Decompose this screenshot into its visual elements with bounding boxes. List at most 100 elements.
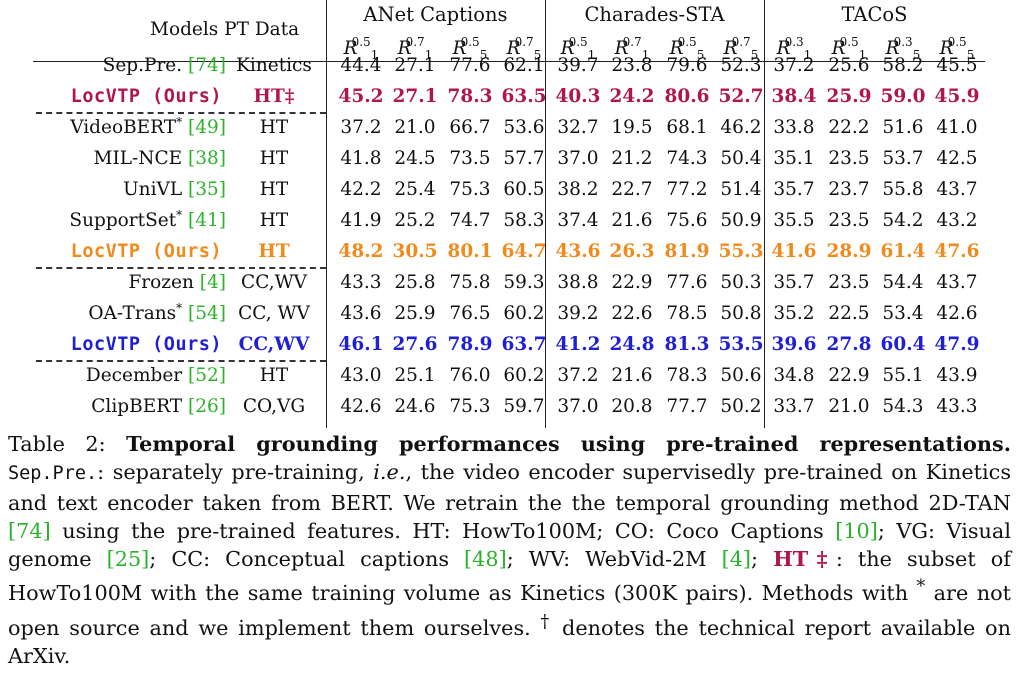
value-cell: 50.2: [720, 396, 762, 417]
value-cell: 50.9: [720, 210, 762, 231]
caption-ie: i.e.: [373, 460, 406, 485]
table-vrule-0: [326, 0, 328, 428]
value-cell: 77.2: [666, 179, 708, 200]
value-cell: 76.5: [449, 303, 491, 324]
metric-header: R0.51: [560, 35, 596, 62]
citation-link[interactable]: [26]: [182, 396, 226, 417]
model-label: SupportSet: [69, 210, 177, 231]
header-models: Models PT Data: [150, 19, 300, 40]
caption-text-4: ; VG: Visual genome: [8, 518, 1011, 572]
value-cell: 48.2: [338, 241, 384, 262]
metric-header: R0.55: [452, 35, 488, 62]
model-name: OA-Trans* [54]: [10, 302, 226, 325]
pt-data: CC, WV: [238, 303, 310, 324]
caption-text-3: using the pre-trained features. HT: HowT…: [62, 518, 824, 543]
value-cell: 50.4: [720, 148, 762, 169]
citation-link[interactable]: [74]: [182, 55, 226, 76]
caption-cite-4[interactable]: [4]: [721, 547, 752, 572]
value-cell: 21.2: [611, 148, 653, 169]
value-cell: 45.5: [936, 55, 978, 76]
value-cell: 33.7: [773, 396, 815, 417]
citation-link[interactable]: [38]: [182, 148, 226, 169]
value-cell: 22.6: [611, 303, 653, 324]
citation-link[interactable]: [4]: [193, 272, 226, 293]
caption-text-9: are not open source and we implement the…: [8, 581, 1012, 640]
pt-data: CO,VG: [242, 396, 306, 417]
value-cell: 60.5: [503, 179, 545, 200]
value-cell: 25.2: [394, 210, 436, 231]
value-cell: 77.6: [449, 55, 491, 76]
value-cell: 55.3: [718, 241, 764, 262]
value-cell: 34.8: [773, 365, 815, 386]
value-cell: 27.1: [394, 55, 436, 76]
citation-link[interactable]: [35]: [182, 179, 226, 200]
value-cell: 37.0: [557, 396, 599, 417]
value-cell: 57.7: [503, 148, 545, 169]
value-cell: 38.4: [771, 86, 817, 107]
value-cell: 39.2: [557, 303, 599, 324]
metric-header: R0.51: [343, 35, 379, 62]
value-cell: 37.4: [557, 210, 599, 231]
value-cell: 73.5: [449, 148, 491, 169]
model-label: Sep.Pre.: [102, 55, 183, 76]
value-cell: 33.8: [773, 117, 815, 138]
caption-cite-74[interactable]: [74]: [8, 518, 51, 543]
value-cell: 43.7: [936, 179, 978, 200]
citation-link[interactable]: [41]: [182, 210, 226, 231]
value-cell: 41.6: [771, 241, 817, 262]
caption-text-10: denotes the technical report available o…: [8, 615, 1011, 668]
metric-header: R0.51: [831, 35, 867, 62]
asterisk-mark: *: [176, 207, 183, 222]
caption-cite-10[interactable]: [10]: [835, 518, 878, 543]
value-cell: 54.3: [882, 396, 924, 417]
group-header: Charades-STA: [584, 3, 725, 26]
citation-link[interactable]: [49]: [182, 117, 226, 138]
value-cell: 43.9: [936, 365, 978, 386]
value-cell: 42.6: [340, 396, 382, 417]
value-cell: 37.2: [557, 365, 599, 386]
value-cell: 51.6: [882, 117, 924, 138]
value-cell: 68.1: [666, 117, 708, 138]
metric-header: R0.55: [939, 35, 975, 62]
value-cell: 41.8: [340, 148, 382, 169]
value-cell: 37.0: [557, 148, 599, 169]
model-name: UniVL [35]: [10, 179, 226, 201]
value-cell: 27.1: [392, 86, 438, 107]
value-cell: 43.2: [936, 210, 978, 231]
value-cell: 53.6: [503, 117, 545, 138]
caption-label: Table 2:: [8, 432, 106, 456]
model-name: Frozen [4]: [10, 272, 226, 294]
value-cell: 77.6: [666, 272, 708, 293]
citation-link[interactable]: [54]: [182, 303, 226, 324]
value-cell: 37.2: [340, 117, 382, 138]
value-cell: 78.3: [447, 86, 493, 107]
value-cell: 23.7: [828, 179, 870, 200]
value-cell: 23.5: [828, 272, 870, 293]
value-cell: 55.8: [882, 179, 924, 200]
value-cell: 53.7: [882, 148, 924, 169]
value-cell: 42.6: [936, 303, 978, 324]
value-cell: 40.3: [555, 86, 601, 107]
citation-link[interactable]: [52]: [182, 365, 226, 386]
caption-title: Temporal grounding performances using pr…: [126, 431, 1011, 456]
model-name: December [52]: [10, 365, 226, 387]
value-cell: 58.3: [503, 210, 545, 231]
value-cell: 43.6: [340, 303, 382, 324]
value-cell: 50.3: [720, 272, 762, 293]
value-cell: 25.8: [394, 272, 436, 293]
model-label: ClipBERT: [91, 396, 183, 417]
caption-cite-25[interactable]: [25]: [106, 547, 150, 572]
value-cell: 79.6: [666, 55, 708, 76]
caption-text-2: , the video encoder supervisedly pre-tra…: [8, 460, 1011, 515]
pt-data: HT: [259, 148, 289, 169]
caption-dagger: †: [540, 611, 553, 632]
pt-data: Kinetics: [236, 55, 312, 76]
value-cell: 46.2: [720, 117, 762, 138]
pt-data: CC,WV: [241, 272, 307, 293]
caption-text-1: : separately pre-training,: [97, 460, 365, 485]
caption-cite-48[interactable]: [48]: [464, 547, 507, 572]
value-cell: 25.6: [828, 55, 870, 76]
value-cell: 76.0: [449, 365, 491, 386]
value-cell: 21.0: [394, 117, 436, 138]
model-label: MIL-NCE: [93, 148, 183, 169]
